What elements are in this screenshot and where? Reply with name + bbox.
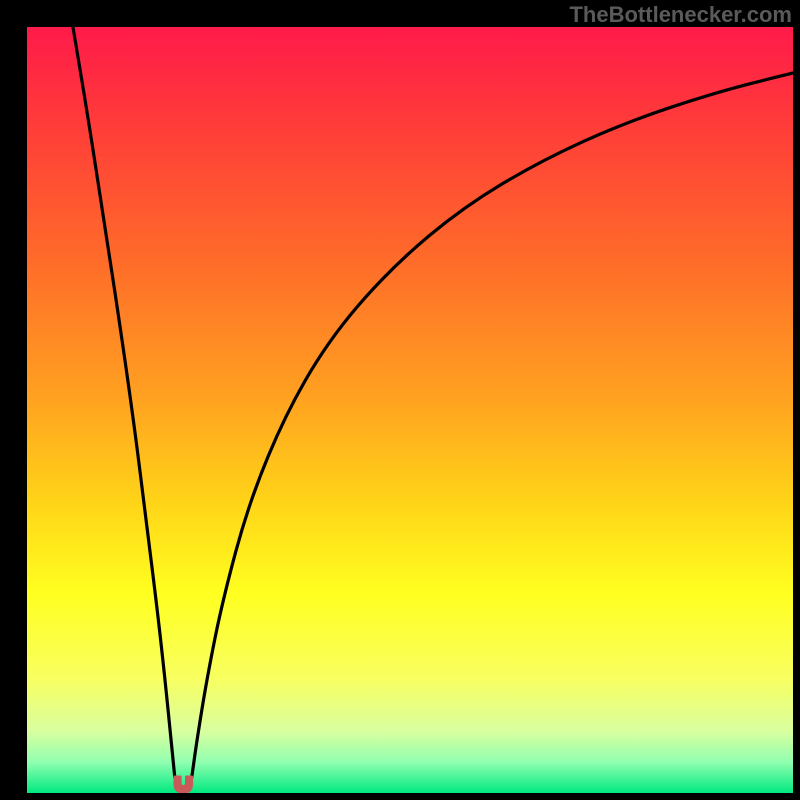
bottleneck-curve-left xyxy=(73,27,175,778)
watermark-text: TheBottlenecker.com xyxy=(569,2,792,28)
bottleneck-chart: TheBottlenecker.com xyxy=(0,0,800,800)
plot-area xyxy=(27,27,793,793)
optimum-marker xyxy=(175,777,193,793)
bottleneck-curve-right xyxy=(192,73,793,778)
curve-overlay xyxy=(27,27,793,793)
